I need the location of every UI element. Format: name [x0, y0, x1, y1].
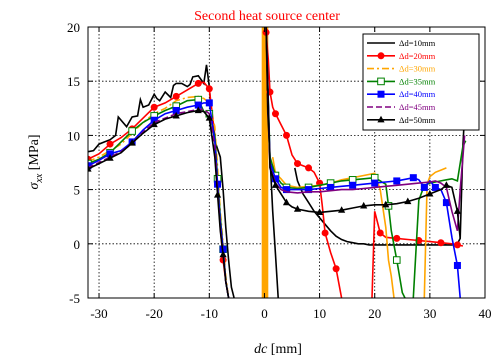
- marker-triangle: [172, 111, 180, 119]
- marker-triangle: [377, 115, 385, 123]
- marker-triangle: [315, 208, 324, 215]
- marker-circle: [106, 140, 114, 148]
- x-tick-label: -20: [145, 306, 162, 321]
- marker-circle: [321, 229, 329, 237]
- marker-circle: [294, 160, 302, 168]
- legend: Δd=10mm Δd=20mm Δd=30mm Δd=35mm Δd=40mm Δd=45…: [362, 33, 480, 131]
- series-line-7: [88, 109, 230, 298]
- marker-triangle: [404, 197, 412, 205]
- marker-triangle: [338, 206, 346, 213]
- annotation-text: Second heat source center: [194, 9, 340, 24]
- marker-circle: [172, 92, 180, 100]
- y-tick-label: 0: [74, 237, 81, 252]
- series-right-segment-6: [423, 167, 447, 298]
- x-tick-label: 0: [261, 306, 268, 321]
- marker-triangle: [293, 205, 302, 212]
- legend-label: Δd=20mm: [399, 51, 436, 61]
- y-tick-label: 10: [67, 128, 80, 143]
- y-axis-label: σxx [MPa]: [27, 134, 45, 189]
- marker-circle: [283, 131, 290, 139]
- marker-triangle: [382, 200, 390, 208]
- marker-square: [305, 186, 313, 194]
- marker-square: [371, 179, 379, 187]
- marker-circle: [332, 265, 340, 273]
- marker-square: [431, 183, 439, 191]
- marker-circle: [376, 229, 384, 237]
- legend-label: Δd=10mm: [399, 38, 436, 48]
- x-tick-label: 20: [368, 306, 381, 321]
- marker-square: [194, 101, 202, 109]
- marker-square: [327, 183, 335, 191]
- marker-circle: [453, 241, 461, 249]
- y-axis-label-subscript: xx: [34, 173, 45, 183]
- x-tick-label: 40: [479, 306, 492, 321]
- y-tick-label: 5: [74, 183, 81, 198]
- marker-triangle: [213, 191, 222, 198]
- series-right-segment-5: [271, 156, 395, 298]
- marker-triangle: [219, 250, 227, 258]
- y-tick-label: -5: [69, 291, 80, 306]
- marker-triangle: [426, 189, 434, 197]
- legend-label: Δd=35mm: [399, 76, 436, 86]
- legend-label: Δd=45mm: [399, 102, 436, 112]
- series-right-segment-10: [265, 27, 466, 232]
- marker-triangle: [150, 120, 158, 128]
- heat-source-band: [261, 27, 269, 298]
- x-axis-label: dc [mm]: [254, 342, 302, 357]
- marker-square: [283, 186, 290, 194]
- legend-label: Δd=30mm: [399, 64, 436, 74]
- marker-triangle: [88, 165, 92, 172]
- marker-square: [453, 261, 461, 269]
- marker-square: [409, 174, 417, 182]
- marker-square: [420, 183, 428, 191]
- tick-labels: -30 -20 -10 0 10 20 30 40 -5 0 5 10 15 20: [67, 20, 492, 321]
- x-axis-label-italic: dc: [254, 342, 268, 357]
- marker-square: [205, 99, 213, 107]
- marker-triangle: [442, 181, 451, 188]
- marker-square: [88, 162, 92, 170]
- x-tick-label: 10: [313, 306, 326, 321]
- marker-square: [150, 116, 158, 124]
- x-tick-label: -30: [90, 306, 107, 321]
- y-axis-label-unit: [MPa]: [27, 134, 42, 173]
- marker-circle: [271, 110, 279, 118]
- y-axis-label-symbol: σ: [27, 182, 42, 190]
- marker-square-open: [128, 127, 136, 135]
- series-layer: [88, 27, 467, 298]
- marker-circle: [305, 164, 313, 172]
- marker-square: [106, 150, 114, 158]
- marker-triangle: [360, 201, 368, 209]
- marker-square: [393, 177, 401, 185]
- legend-label: Δd=50mm: [399, 115, 436, 125]
- y-tick-label: 20: [67, 20, 80, 35]
- marker-square-open: [377, 77, 385, 86]
- marker-square: [172, 106, 180, 114]
- marker-circle: [194, 79, 202, 87]
- marker-square: [349, 181, 357, 189]
- marker-triangle: [106, 154, 114, 161]
- marker-square: [271, 175, 279, 183]
- marker-square: [442, 199, 450, 207]
- marker-circle: [437, 239, 445, 247]
- marker-triangle: [271, 181, 280, 188]
- marker-circle: [205, 85, 213, 93]
- marker-circle: [150, 103, 158, 111]
- marker-square: [377, 90, 385, 98]
- marker-triangle: [205, 114, 213, 121]
- x-axis-label-unit: [mm]: [267, 342, 302, 357]
- marker-circle: [393, 234, 401, 242]
- marker-circle: [377, 52, 385, 60]
- marker-square-open: [392, 256, 401, 264]
- series-right-segment-7: [265, 27, 406, 298]
- x-tick-label: 30: [423, 306, 436, 321]
- legend-label: Δd=40mm: [399, 89, 436, 99]
- x-tick-label: -10: [201, 306, 218, 321]
- marker-triangle: [453, 207, 462, 214]
- y-tick-label: 15: [67, 74, 80, 89]
- marker-triangle: [194, 106, 202, 114]
- plot-frame: [87, 26, 486, 299]
- marker-triangle: [128, 138, 136, 146]
- marker-triangle: [282, 198, 291, 206]
